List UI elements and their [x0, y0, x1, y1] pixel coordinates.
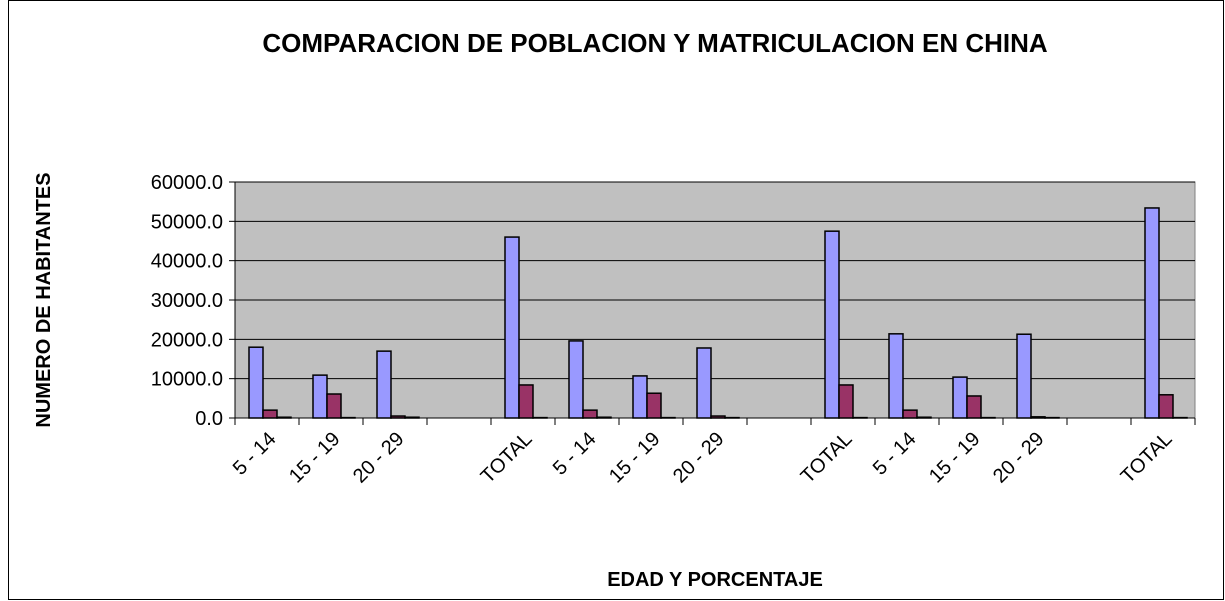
bar [262, 409, 278, 419]
bar [710, 415, 726, 419]
bar [952, 376, 968, 419]
bar [1158, 394, 1174, 419]
y-tick-label: 50000.0 [151, 211, 223, 233]
bar [248, 346, 264, 419]
bar [1144, 207, 1160, 419]
bar [632, 375, 648, 419]
bar [1030, 416, 1046, 419]
bar [838, 384, 854, 419]
y-axis-label: NUMERO DE HABITANTES [33, 172, 55, 427]
bar [646, 392, 662, 419]
bar [326, 393, 342, 419]
bar [312, 374, 328, 419]
bar [1016, 333, 1032, 419]
bar [696, 347, 712, 419]
bar [916, 416, 932, 419]
y-tick-label: 10000.0 [151, 369, 223, 391]
x-axis-label: EDAD Y PORCENTAJE [607, 569, 823, 591]
y-tick-label: 0.0 [195, 408, 223, 430]
y-tick-label: 30000.0 [151, 290, 223, 312]
bar [568, 340, 584, 419]
bar [966, 395, 982, 419]
bar [376, 350, 392, 419]
chart-title: COMPARACION DE POBLACION Y MATRICULACION… [262, 28, 1048, 58]
bar [596, 416, 612, 419]
y-tick-label: 20000.0 [151, 329, 223, 351]
y-tick-label: 60000.0 [151, 172, 223, 194]
bar [276, 416, 292, 419]
bar [582, 409, 598, 419]
bar [518, 384, 534, 419]
y-tick-label: 40000.0 [151, 251, 223, 273]
bar [390, 415, 406, 419]
bar [888, 333, 904, 419]
bar [504, 236, 520, 419]
bar [824, 230, 840, 419]
bar [902, 409, 918, 419]
bar [404, 416, 420, 419]
